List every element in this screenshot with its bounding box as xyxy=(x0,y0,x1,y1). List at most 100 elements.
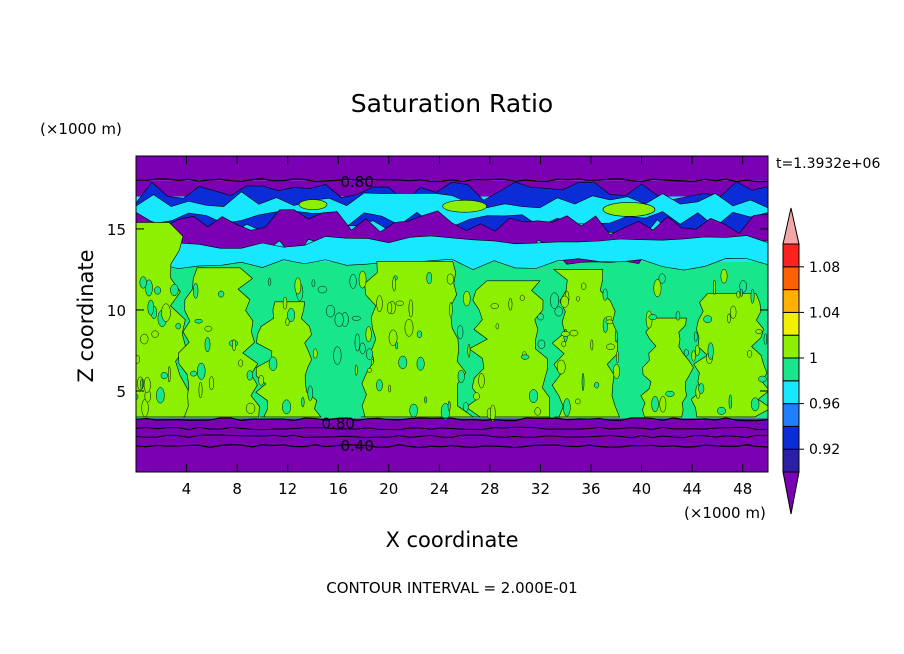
field-speckle xyxy=(519,294,525,301)
chart-title: Saturation Ratio xyxy=(351,89,553,118)
y-unit-label: (×1000 m) xyxy=(40,120,122,138)
field-speckle xyxy=(529,389,538,404)
field-speckle xyxy=(218,290,225,298)
field-speckle xyxy=(395,300,404,306)
field-speckle xyxy=(554,306,563,317)
field-speckle xyxy=(167,366,171,383)
field-speckle xyxy=(490,303,499,309)
field-speckle xyxy=(151,330,159,338)
x-tick-label: 20 xyxy=(379,480,398,498)
x-tick-label: 24 xyxy=(430,480,449,498)
field-speckle xyxy=(569,329,579,337)
field-speckle xyxy=(651,395,659,413)
colorbar-swatch xyxy=(782,380,800,405)
contour-line xyxy=(136,417,768,422)
field-speckle xyxy=(736,290,741,299)
field-speckle xyxy=(575,398,581,405)
field-speckle xyxy=(467,343,471,358)
contour-line xyxy=(136,444,768,449)
field-speckle xyxy=(366,367,373,373)
field-speckle xyxy=(175,322,182,330)
field-speckle xyxy=(613,363,620,379)
field-speckle xyxy=(665,390,675,397)
field-speckle xyxy=(616,350,619,364)
field-speckle xyxy=(349,274,357,289)
field-speckle xyxy=(728,394,732,410)
field-speckle xyxy=(301,396,305,408)
field-speckle xyxy=(691,350,696,362)
field-speckle xyxy=(354,333,361,352)
field-speckle xyxy=(457,325,464,340)
x-tick-label: 4 xyxy=(182,480,192,498)
contour-label: 0.80 xyxy=(340,173,373,191)
field-speckle xyxy=(388,329,398,346)
field-speckle xyxy=(190,370,198,377)
field-speckle xyxy=(245,402,256,414)
field-speckle xyxy=(495,323,500,330)
field-speckle xyxy=(143,376,151,393)
field-speckle xyxy=(602,317,608,333)
colorbar-tick-label: 1.08 xyxy=(809,260,840,276)
contour-interval-text: CONTOUR INTERVAL = 2.000E-01 xyxy=(326,579,577,597)
contour-line xyxy=(136,426,768,431)
field-speckle xyxy=(447,400,451,412)
field-speckle xyxy=(590,339,594,351)
field-speckle xyxy=(268,356,278,371)
field-speckle xyxy=(424,396,427,404)
field-speckle xyxy=(388,384,391,393)
field-speckle xyxy=(232,339,236,352)
plot-frame xyxy=(135,155,769,473)
field-speckle xyxy=(294,277,302,295)
field-speckle xyxy=(416,330,423,338)
field-speckle xyxy=(136,354,140,364)
field-speckle xyxy=(204,337,211,353)
field-speckle xyxy=(193,283,199,299)
field-speckle xyxy=(658,273,666,284)
colorbar-swatch xyxy=(782,311,800,336)
field-speckle xyxy=(409,403,418,418)
colorbar-tick-label: 1.04 xyxy=(809,305,840,321)
field-speckle xyxy=(371,359,374,365)
field-speckle xyxy=(426,271,433,285)
x-tick-label: 44 xyxy=(683,480,702,498)
field-speckle xyxy=(287,308,295,323)
field-speckle xyxy=(520,354,530,360)
field-speckle xyxy=(387,301,393,314)
colorbar-swatch xyxy=(782,243,800,268)
field-speckle xyxy=(366,348,373,360)
colorbar-swatch xyxy=(782,425,800,450)
field-speckle xyxy=(258,375,265,386)
colorbar-tick-label: 0.92 xyxy=(809,442,840,458)
field-speckle xyxy=(739,288,743,298)
field-speckle xyxy=(154,286,161,295)
field-convective-column xyxy=(640,317,694,418)
field-speckle xyxy=(457,369,465,384)
field-speckle xyxy=(147,299,154,316)
field-speckle xyxy=(446,273,454,285)
field-speckle xyxy=(392,276,396,292)
y-tick-label: 5 xyxy=(116,383,126,401)
field-speckle xyxy=(365,326,372,343)
field-speckle xyxy=(359,342,366,355)
x-tick-label: 40 xyxy=(632,480,651,498)
x-tick-label: 16 xyxy=(329,480,348,498)
y-tick-label: 10 xyxy=(107,302,126,320)
field-speckle xyxy=(196,362,206,380)
band-upper-stratosphere xyxy=(136,156,768,181)
field-speckle xyxy=(325,304,336,318)
field-speckle xyxy=(490,404,496,422)
colorbar-swatch xyxy=(782,357,800,382)
field-speckle xyxy=(354,364,358,376)
field-speckle xyxy=(317,285,327,294)
field-speckle xyxy=(750,397,760,412)
field-speckle xyxy=(537,339,546,349)
field-speckle xyxy=(508,297,513,311)
colorbar-tick-label: 0.96 xyxy=(809,397,840,413)
field-speckle xyxy=(140,333,149,345)
field-convective-column xyxy=(465,280,551,418)
field-anvil-cloud xyxy=(602,202,656,217)
x-unit-label: (×1000 m) xyxy=(684,504,766,522)
field-speckle xyxy=(581,282,587,290)
y-axis-label: Z coordinate xyxy=(74,249,98,382)
field-speckle xyxy=(312,348,318,359)
